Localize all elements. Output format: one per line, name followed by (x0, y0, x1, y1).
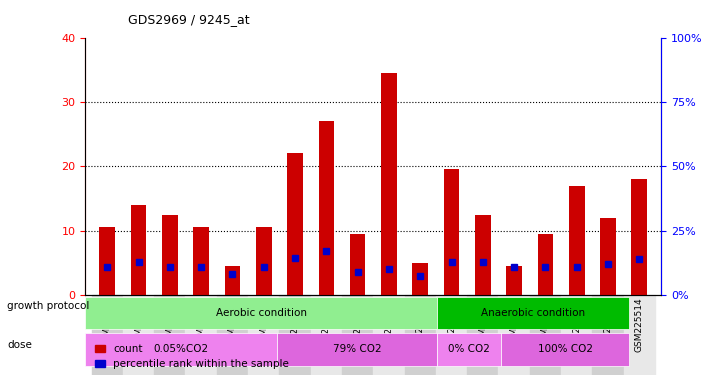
Bar (319, 121, 334, 295)
Bar (592, 295, 624, 375)
Bar (624, 295, 655, 375)
Bar (162, 214, 178, 295)
FancyBboxPatch shape (437, 297, 629, 330)
Legend: count, percentile rank within the sample: count, percentile rank within the sample (90, 340, 294, 374)
Bar (287, 153, 303, 295)
Bar (569, 186, 584, 295)
Bar (444, 170, 459, 295)
Bar (311, 295, 342, 375)
Bar (498, 295, 530, 375)
Text: GDS2969 / 9245_at: GDS2969 / 9245_at (128, 13, 250, 26)
FancyBboxPatch shape (501, 333, 629, 366)
Text: growth protocol: growth protocol (7, 301, 90, 310)
Bar (561, 295, 592, 375)
Bar (530, 295, 561, 375)
FancyBboxPatch shape (85, 297, 437, 330)
Bar (506, 266, 522, 295)
Bar (475, 214, 491, 295)
Bar (92, 295, 123, 375)
Bar (631, 179, 647, 295)
Bar (154, 295, 186, 375)
Bar (405, 295, 436, 375)
Bar (279, 295, 311, 375)
Text: 0% CO2: 0% CO2 (449, 344, 490, 354)
FancyBboxPatch shape (277, 333, 437, 366)
Bar (100, 228, 115, 295)
Text: Aerobic condition: Aerobic condition (216, 308, 306, 318)
Text: 0.05%CO2: 0.05%CO2 (154, 344, 209, 354)
Bar (186, 295, 217, 375)
Text: dose: dose (7, 340, 32, 350)
Bar (248, 295, 279, 375)
Bar (600, 218, 616, 295)
Bar (225, 266, 240, 295)
Bar (373, 295, 405, 375)
Bar (381, 73, 397, 295)
Bar (193, 228, 209, 295)
Text: Anaerobic condition: Anaerobic condition (481, 308, 585, 318)
Bar (123, 295, 154, 375)
Text: 79% CO2: 79% CO2 (333, 344, 382, 354)
Bar (467, 295, 498, 375)
Bar (217, 295, 248, 375)
FancyBboxPatch shape (85, 333, 277, 366)
Bar (350, 234, 365, 295)
Bar (131, 205, 146, 295)
FancyBboxPatch shape (437, 333, 501, 366)
Bar (342, 295, 373, 375)
Text: 100% CO2: 100% CO2 (538, 344, 593, 354)
Bar (256, 228, 272, 295)
Bar (436, 295, 467, 375)
Bar (412, 263, 428, 295)
Bar (538, 234, 553, 295)
